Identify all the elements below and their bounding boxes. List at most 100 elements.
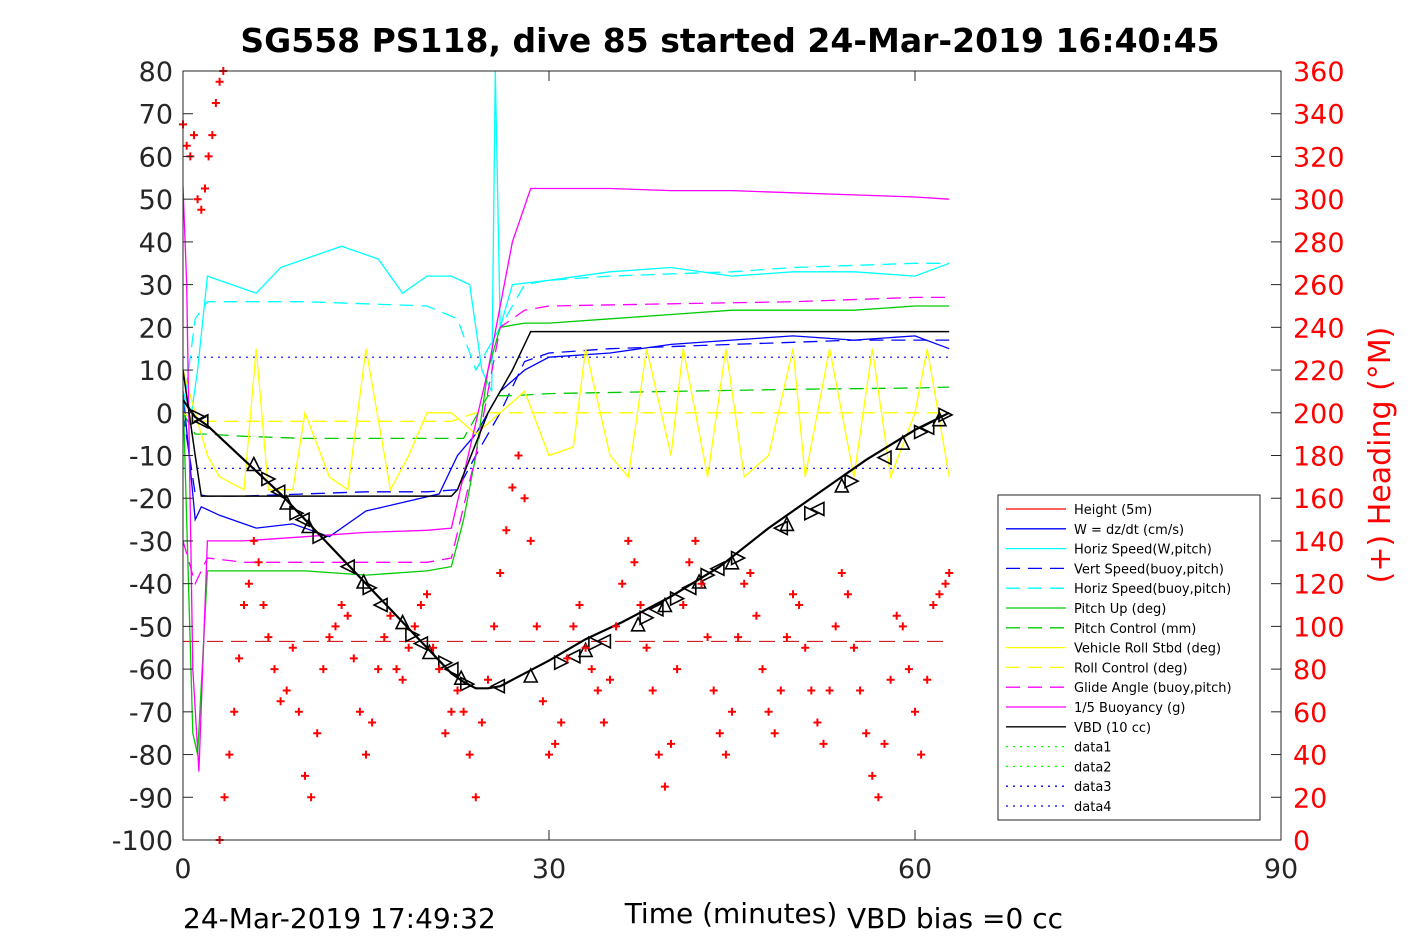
heading-point xyxy=(319,665,328,674)
height-marker xyxy=(709,560,725,577)
legend-entry: Vert Speed(buoy,pitch) xyxy=(1074,562,1224,577)
series-w-dz-dt-cm-s- xyxy=(183,335,950,538)
heading-point xyxy=(244,579,253,588)
series-glide-angle-buoy-pitch- xyxy=(183,296,950,586)
y-tick-label-right: 20 xyxy=(1293,783,1327,814)
heading-point xyxy=(386,611,395,620)
chart-title: SG558 PS118, dive 85 started 24-Mar-2019… xyxy=(240,21,1219,60)
heading-point xyxy=(477,718,486,727)
heading-point xyxy=(526,536,535,545)
heading-point xyxy=(673,665,682,674)
heading-point xyxy=(752,611,761,620)
heading-point xyxy=(856,686,865,695)
heading-point xyxy=(911,707,919,716)
heading-point xyxy=(667,739,675,748)
series-pitch-control-mm- xyxy=(183,386,950,440)
height-marker xyxy=(372,597,388,613)
height-marker xyxy=(918,419,935,436)
heading-point xyxy=(819,739,828,748)
heading-point xyxy=(886,675,895,684)
heading-point xyxy=(764,707,773,716)
y-tick-label: -100 xyxy=(112,826,173,857)
heading-point xyxy=(880,739,889,748)
series-1-5-buoyancy-g- xyxy=(183,186,950,772)
height-marker xyxy=(489,678,506,694)
x-tick-label: 90 xyxy=(1264,854,1298,885)
legend-entry: Horiz Speed(W,pitch) xyxy=(1074,543,1212,558)
y-tick-label: -70 xyxy=(129,698,173,729)
heading-point xyxy=(429,643,438,652)
x-tick-label: 60 xyxy=(898,854,932,885)
y-tick-label: -50 xyxy=(129,612,173,643)
heading-point xyxy=(612,622,621,631)
heading-point xyxy=(331,622,340,631)
heading-point xyxy=(230,707,239,716)
height-marker xyxy=(876,449,892,466)
heading-point xyxy=(874,793,883,802)
height-marker xyxy=(289,505,305,521)
heading-point xyxy=(917,750,926,759)
y-tick-label: 20 xyxy=(139,313,173,344)
heading-point xyxy=(831,622,840,631)
height-marker xyxy=(730,550,747,566)
heading-point xyxy=(496,569,505,577)
heading-point xyxy=(208,131,217,140)
heading-point xyxy=(945,569,954,577)
y-tick-label-right: 360 xyxy=(1293,57,1345,88)
x-axis-label: Time (minutes) xyxy=(624,897,838,930)
height-marker xyxy=(779,515,795,532)
heading-point xyxy=(508,483,517,492)
heading-point xyxy=(249,536,258,545)
heading-point xyxy=(204,152,213,161)
heading-point xyxy=(514,451,523,460)
heading-point xyxy=(642,643,651,652)
heading-point xyxy=(935,590,944,599)
heading-point xyxy=(807,686,816,695)
heading-point xyxy=(471,793,480,802)
heading-point xyxy=(728,707,736,716)
y-tick-label: 40 xyxy=(139,228,173,259)
y-tick-label-right: 300 xyxy=(1293,185,1345,216)
heading-point xyxy=(532,622,541,631)
series-roll-control-deg- xyxy=(183,412,950,422)
heading-point xyxy=(843,590,852,599)
heading-point xyxy=(685,558,694,567)
y-tick-label: -10 xyxy=(129,442,173,473)
y-tick-label: 50 xyxy=(139,185,173,216)
height-marker xyxy=(809,501,825,517)
heading-point xyxy=(404,643,413,652)
y-tick-label-right: 280 xyxy=(1293,228,1345,259)
height-marker xyxy=(394,613,411,630)
legend-entry: W = dz/dt (cm/s) xyxy=(1074,523,1184,538)
heading-point xyxy=(288,643,297,652)
heading-point xyxy=(349,654,358,663)
heading-point xyxy=(337,601,346,609)
x-tick-label: 0 xyxy=(174,854,191,885)
footer-timestamp: 24-Mar-2019 17:49:32 xyxy=(183,902,496,935)
height-marker xyxy=(938,407,954,423)
heading-point xyxy=(703,633,712,642)
plot-area: 80706050403020100-10-20-30-40-50-60-70-8… xyxy=(112,57,1345,885)
height-marker xyxy=(437,654,454,671)
heading-point xyxy=(557,718,566,727)
height-marker xyxy=(895,434,911,451)
heading-point xyxy=(465,750,474,759)
heading-point xyxy=(898,622,907,631)
heading-point xyxy=(648,686,657,695)
heading-point xyxy=(392,665,401,674)
height-marker xyxy=(191,409,208,425)
y-tick-label-right: 200 xyxy=(1293,399,1345,430)
heading-point xyxy=(307,793,316,802)
height-marker xyxy=(300,517,317,534)
height-marker xyxy=(412,635,429,652)
heading-point xyxy=(343,611,352,620)
y-tick-label-right: 340 xyxy=(1293,100,1345,131)
height-trace-black xyxy=(183,399,950,690)
y-axis-label-right: (+) Heading (°M) xyxy=(1363,327,1398,584)
legend-entry: data2 xyxy=(1074,760,1112,775)
heading-point xyxy=(410,622,419,631)
heading-point xyxy=(520,494,529,503)
heading-point xyxy=(484,675,492,684)
y-tick-label-right: 0 xyxy=(1293,826,1310,857)
